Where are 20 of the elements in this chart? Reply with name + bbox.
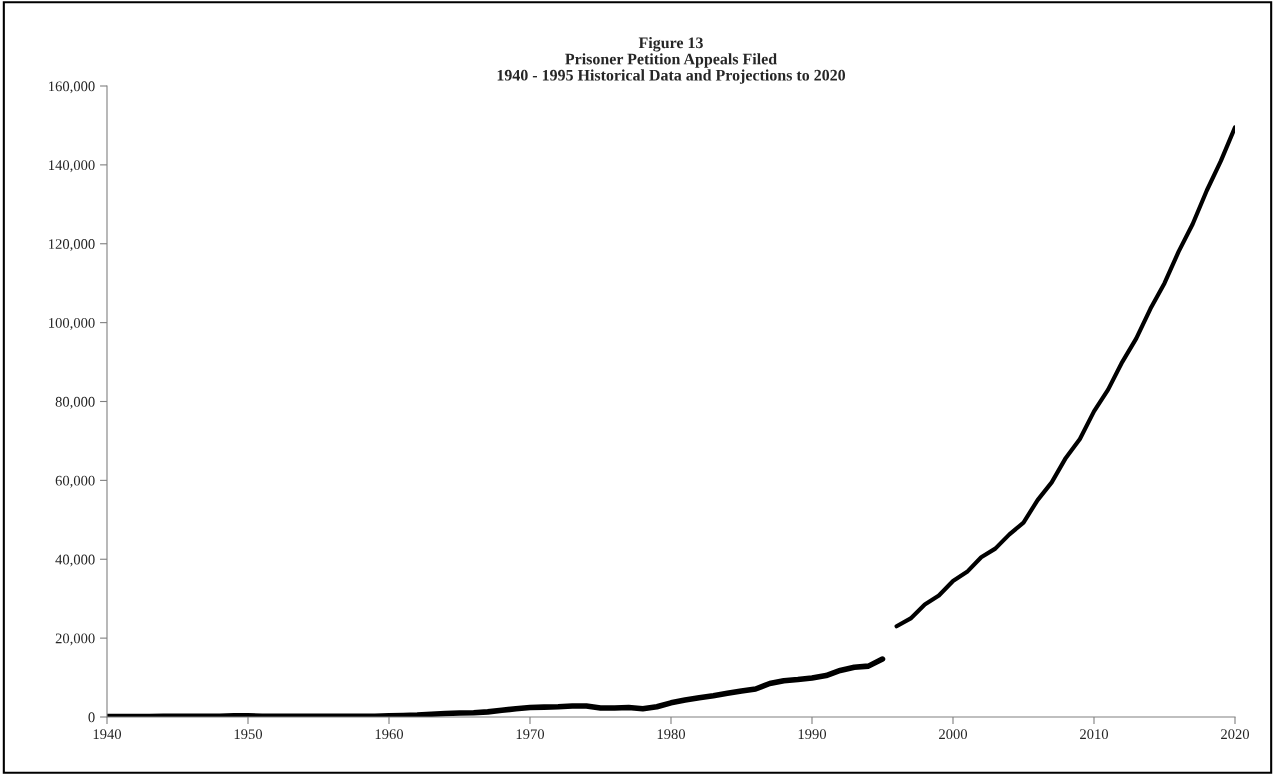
y-tick-label: 140,000 (49, 160, 95, 173)
x-tick-label: 1990 (798, 729, 827, 740)
chart-title: Figure 13 Prisoner Petition Appeals Filed 1940 - 1995 Historical Data and Projections to 2020 (497, 36, 846, 84)
x-tick-label: 2020 (1221, 729, 1250, 740)
y-tick-label: 40,000 (55, 554, 95, 567)
x-tick-label: 1950 (234, 729, 263, 740)
y-tick-label: 80,000 (55, 396, 95, 409)
y-tick-label: 120,000 (49, 239, 95, 252)
y-tick-label: 160,000 (49, 81, 95, 94)
x-tick-label: 2000 (939, 729, 968, 740)
y-tick-label: 60,000 (55, 475, 95, 488)
y-tick-label: 20,000 (55, 633, 95, 646)
line-series (894, 125, 1235, 629)
x-tick-label: 1980 (657, 729, 686, 740)
x-tick-label: 1940 (93, 729, 122, 740)
x-tick-label: 2010 (1080, 729, 1109, 740)
x-tick-label: 1970 (516, 729, 545, 740)
x-tick-label: 1960 (375, 729, 404, 740)
y-tick-label: 0 (88, 712, 95, 723)
y-tick-label: 100,000 (49, 317, 95, 330)
